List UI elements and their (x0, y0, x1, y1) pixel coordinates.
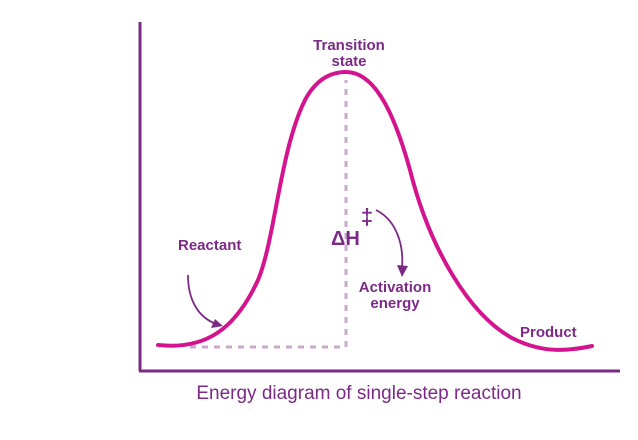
delta-h-label: ΔH (331, 228, 360, 250)
reactant-arrow (187, 274, 217, 325)
double-dagger-symbol: ‡ (361, 204, 373, 229)
activation-energy-arrow-head (397, 265, 408, 277)
product-label: Product (520, 324, 577, 341)
transition-state-label-line2: state (331, 53, 366, 70)
energy-curve (156, 69, 594, 352)
reactant-arrow-head (211, 319, 223, 328)
activation-energy-label-line2: energy (370, 295, 420, 312)
activation-energy-arrow (375, 209, 404, 269)
reactant-label: Reactant (178, 237, 241, 254)
transition-state-label-line1: Transition (313, 37, 385, 54)
activation-energy-label-line1: Activation (359, 279, 432, 296)
diagram-caption: Energy diagram of single-step reaction (196, 383, 521, 404)
